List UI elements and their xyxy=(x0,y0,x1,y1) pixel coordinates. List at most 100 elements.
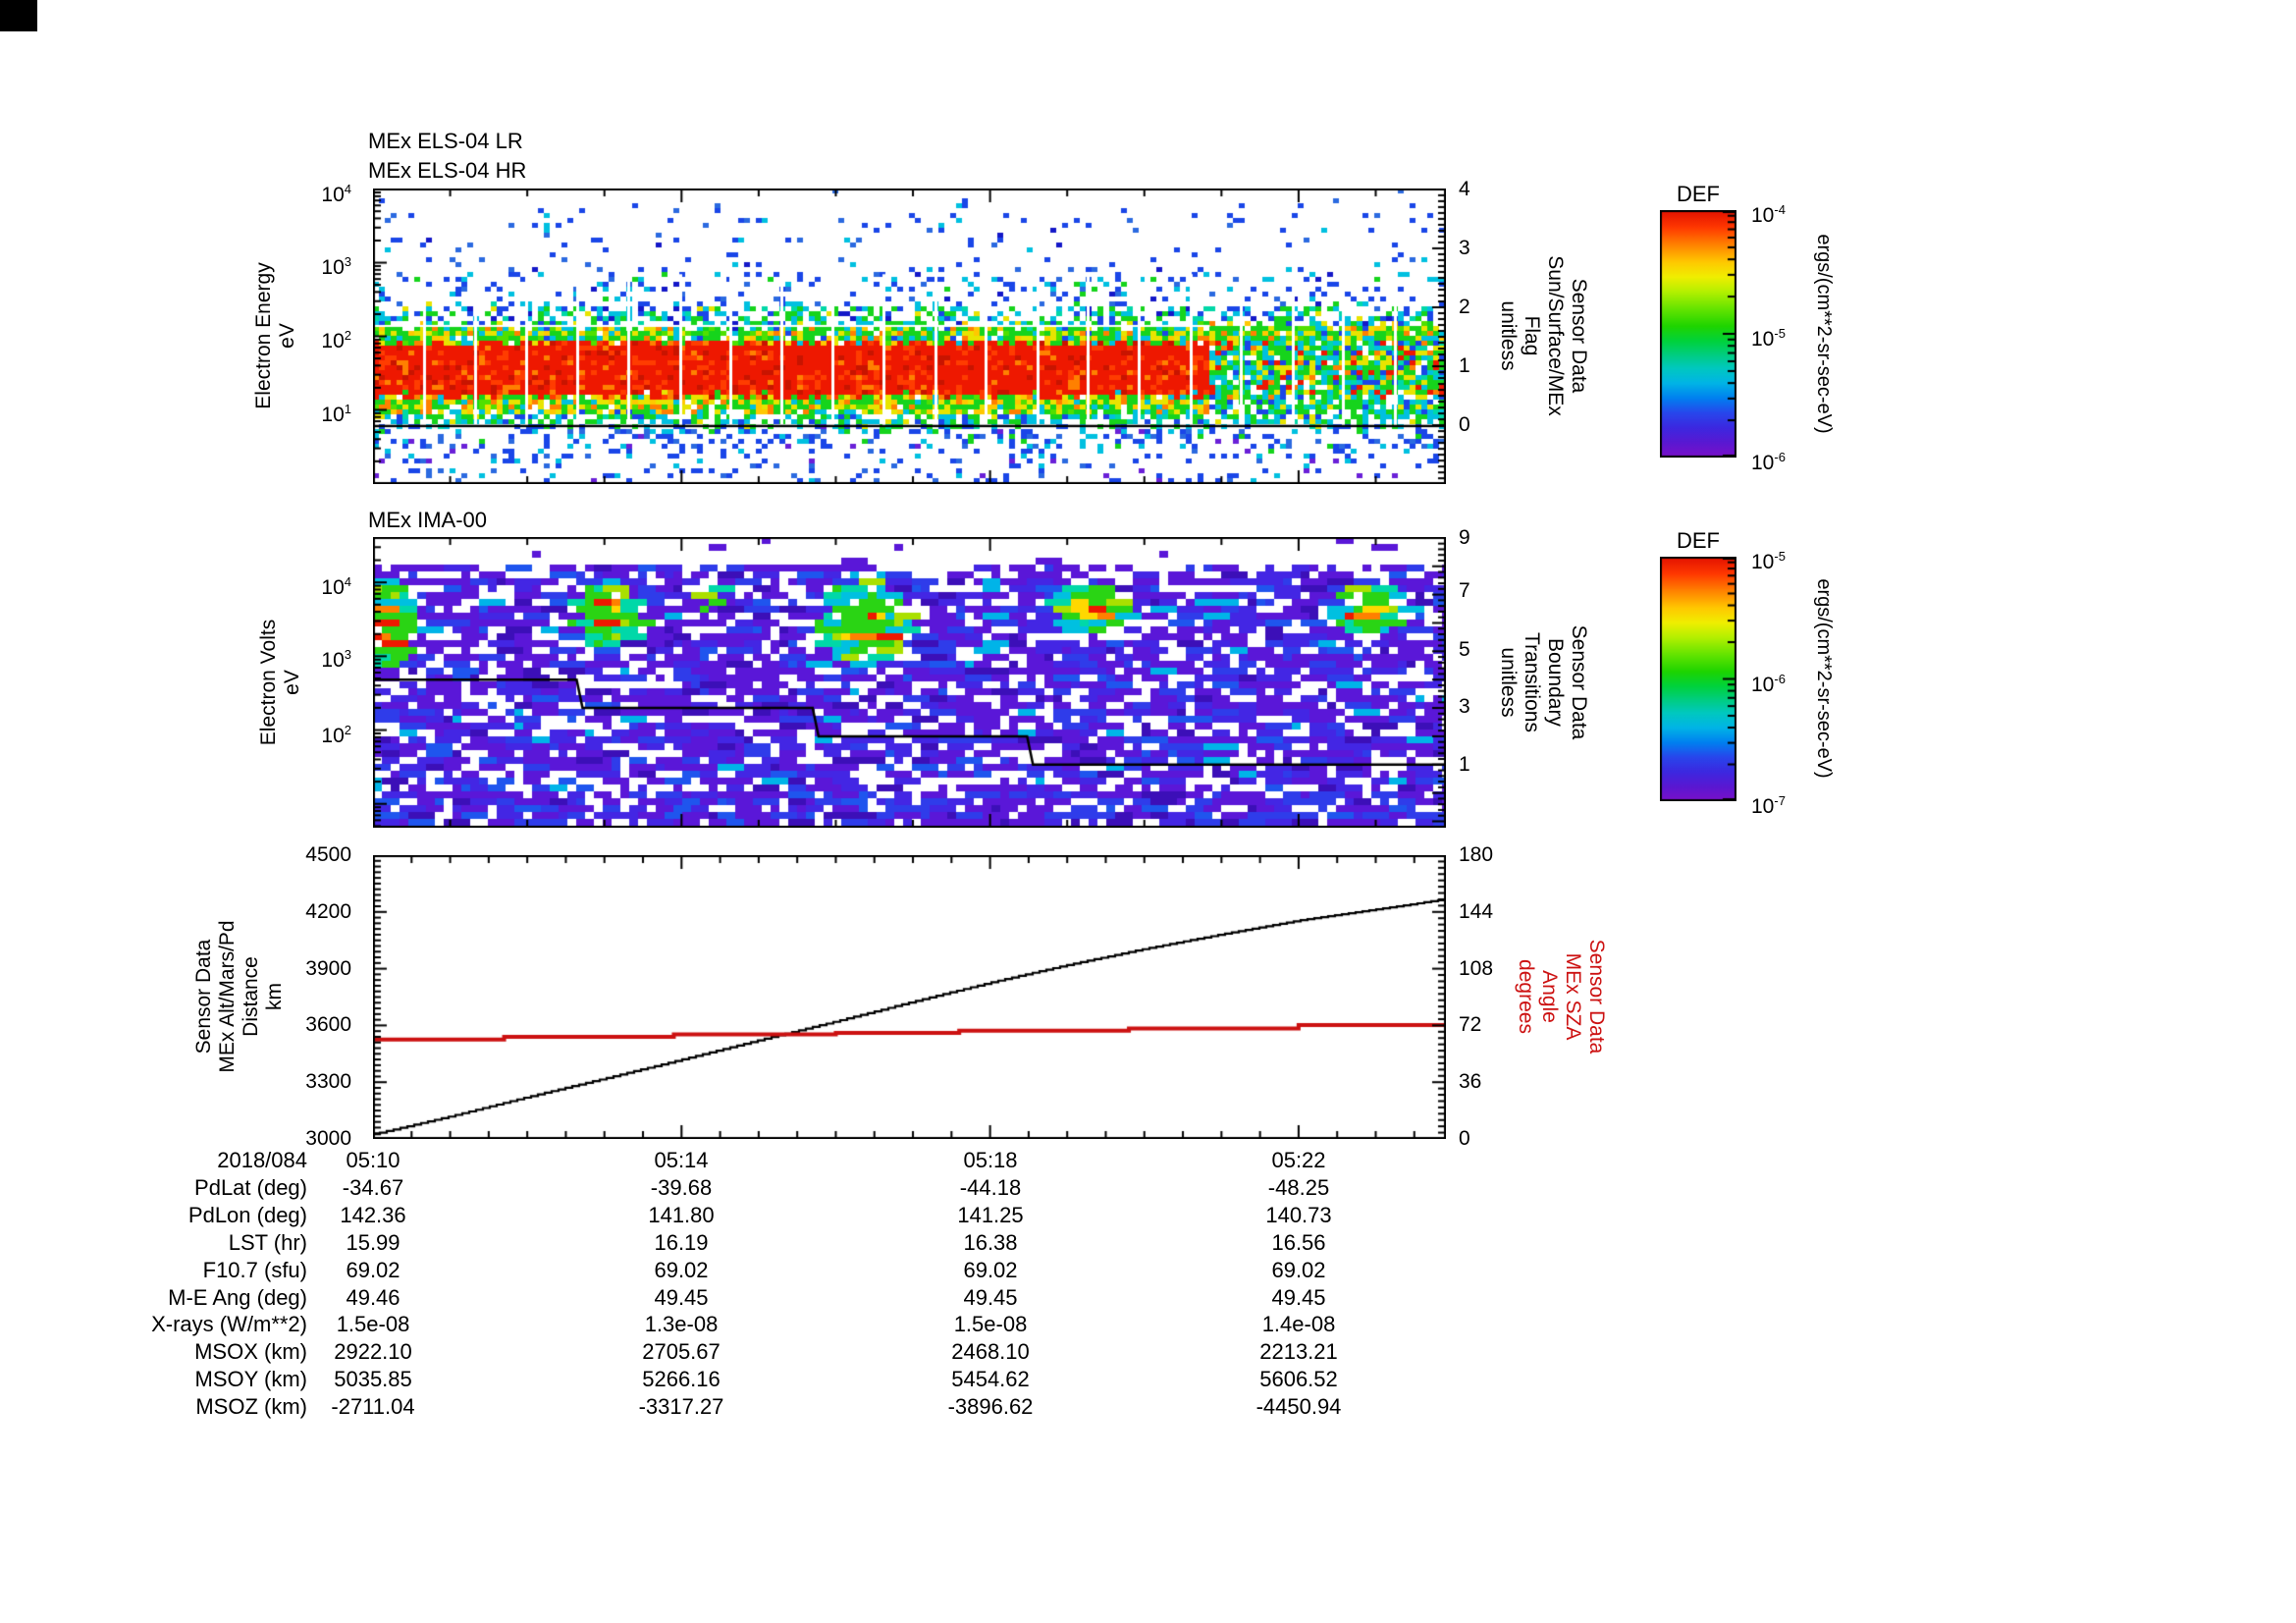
table-row-label: PdLat (deg) xyxy=(194,1174,307,1200)
table-row-label: PdLon (deg) xyxy=(187,1202,307,1227)
ima-ytick-label: 104 xyxy=(321,574,351,600)
table-cell: 1.4e-08 xyxy=(1261,1312,1336,1337)
table-cell: 49.46 xyxy=(346,1284,400,1310)
els-title-line1: MEx ELS-04 LR xyxy=(368,129,523,153)
table-cell: 69.02 xyxy=(654,1257,709,1282)
colorbar-tick-label: 10-4 xyxy=(1751,202,1786,227)
els-right-tick-label: 0 xyxy=(1459,413,1470,437)
els-colorbar-canvas xyxy=(1660,210,1736,458)
table-cell: 49.45 xyxy=(963,1284,1018,1310)
table-cell: -44.18 xyxy=(959,1174,1022,1200)
table-cell: 49.45 xyxy=(654,1284,709,1310)
alt-ytick-label: 3300 xyxy=(305,1070,351,1094)
table-row-label: X-rays (W/m**2) xyxy=(151,1312,307,1337)
table-cell: 140.73 xyxy=(1265,1202,1332,1227)
table-cell: 16.38 xyxy=(963,1229,1018,1255)
label-line: Sensor Data xyxy=(1568,624,1590,740)
alt-sza-line-canvas xyxy=(373,855,1446,1139)
els-ytick-label: 103 xyxy=(321,253,351,279)
table-date-label: 2018/084 xyxy=(217,1148,307,1172)
table-cell: 16.56 xyxy=(1271,1229,1326,1255)
label-line: MEx SZA xyxy=(1562,952,1584,1041)
alt-right-tick-label: 180 xyxy=(1459,843,1494,866)
table-cell: -3317.27 xyxy=(638,1394,724,1420)
label-line: Transitions xyxy=(1521,632,1543,732)
ima-right-tick-label: 7 xyxy=(1459,579,1470,603)
table-cell: 5035.85 xyxy=(334,1367,412,1392)
label-line: unitless xyxy=(1497,300,1520,371)
table-row-label: MSOX (km) xyxy=(194,1339,307,1365)
els-right-tick-label: 2 xyxy=(1459,296,1470,318)
table-cell: 1.5e-08 xyxy=(953,1312,1028,1337)
alt-right-tick-label: 0 xyxy=(1459,1127,1470,1150)
x-axis-time-label: 05:10 xyxy=(346,1148,400,1172)
label-line: degrees xyxy=(1515,959,1537,1034)
alt-right-tick-label: 144 xyxy=(1459,899,1494,923)
table-cell: 69.02 xyxy=(1271,1257,1326,1282)
label-line: ergs/(cm**2-sr-sec-eV) xyxy=(1813,578,1835,779)
table-cell: 2922.10 xyxy=(334,1339,412,1365)
label-line: Sensor Data xyxy=(192,939,215,1055)
ima-title: MEx IMA-00 xyxy=(368,508,488,532)
ima-right-tick-label: 5 xyxy=(1459,638,1470,662)
table-cell: 2468.10 xyxy=(951,1339,1030,1365)
colorbar-tick-label: 10-5 xyxy=(1751,549,1786,573)
table-cell: 5454.62 xyxy=(951,1367,1030,1392)
table-cell: -39.68 xyxy=(650,1174,713,1200)
ima-right-tick-label: 3 xyxy=(1459,695,1470,719)
ima-ytick-label: 103 xyxy=(321,647,351,673)
label-line: Boundary xyxy=(1544,638,1567,727)
label-line: Flag xyxy=(1521,315,1543,356)
table-row-label: MSOY (km) xyxy=(194,1367,307,1392)
label-line: ergs/(cm**2-sr-sec-eV) xyxy=(1813,234,1835,434)
table-cell: 69.02 xyxy=(346,1257,400,1282)
colorbar-tick-label: 10-6 xyxy=(1751,671,1786,696)
table-cell: 142.36 xyxy=(340,1202,406,1227)
table-cell: 2213.21 xyxy=(1259,1339,1338,1365)
table-cell: 69.02 xyxy=(963,1257,1018,1282)
table-cell: -34.67 xyxy=(342,1174,404,1200)
x-axis-time-label: 05:22 xyxy=(1271,1148,1326,1172)
table-cell: 49.45 xyxy=(1271,1284,1326,1310)
alt-right-tick-label: 108 xyxy=(1459,956,1494,980)
label-line: Sun/Surface/MEx xyxy=(1544,255,1567,416)
table-cell: -48.25 xyxy=(1267,1174,1330,1200)
alt-ytick-label: 4200 xyxy=(305,899,351,923)
label-line: Sensor Data xyxy=(1568,278,1590,394)
colorbar-tick-label: 10-5 xyxy=(1751,326,1786,351)
label-line: Sensor Data xyxy=(1585,939,1608,1055)
corner-artifact xyxy=(0,0,37,31)
alt-ytick-label: 3000 xyxy=(305,1127,351,1150)
ima-right-tick-label: 9 xyxy=(1459,525,1470,549)
table-cell: 141.80 xyxy=(648,1202,715,1227)
colorbar-tick-label: 10-7 xyxy=(1751,793,1786,818)
els-right-tick-label: 1 xyxy=(1459,353,1470,377)
table-cell: 16.19 xyxy=(654,1229,709,1255)
ima-colorbar-canvas xyxy=(1660,557,1736,801)
table-cell: 141.25 xyxy=(957,1202,1024,1227)
ima-right-tick-label: 1 xyxy=(1459,752,1470,776)
ima-ytick-label: 102 xyxy=(321,722,351,747)
els-ytick-label: 101 xyxy=(321,401,351,426)
table-cell: 5266.16 xyxy=(642,1367,721,1392)
table-row-label: M-E Ang (deg) xyxy=(168,1284,307,1310)
x-axis-time-label: 05:14 xyxy=(654,1148,709,1172)
colorbar2-title: DEF xyxy=(1677,528,1720,553)
table-cell: 15.99 xyxy=(346,1229,400,1255)
alt-ytick-label: 3600 xyxy=(305,1013,351,1037)
alt-right-tick-label: 36 xyxy=(1459,1070,1482,1094)
label-line: Distance xyxy=(240,956,262,1037)
table-row-label: LST (hr) xyxy=(228,1229,307,1255)
alt-ytick-label: 4500 xyxy=(305,843,351,866)
label-line: MEx Alt/Mars/Pd xyxy=(216,920,239,1073)
label-line: unitless xyxy=(1497,647,1520,718)
colorbar-tick-label: 10-6 xyxy=(1751,450,1786,474)
x-axis-time-label: 05:18 xyxy=(963,1148,1018,1172)
els-right-tick-label: 4 xyxy=(1459,177,1470,200)
label-line: Angle xyxy=(1538,970,1561,1023)
table-row-label: F10.7 (sfu) xyxy=(202,1257,307,1282)
table-cell: 1.3e-08 xyxy=(644,1312,719,1337)
els-ytick-label: 104 xyxy=(321,181,351,206)
table-cell: -4450.94 xyxy=(1255,1394,1342,1420)
